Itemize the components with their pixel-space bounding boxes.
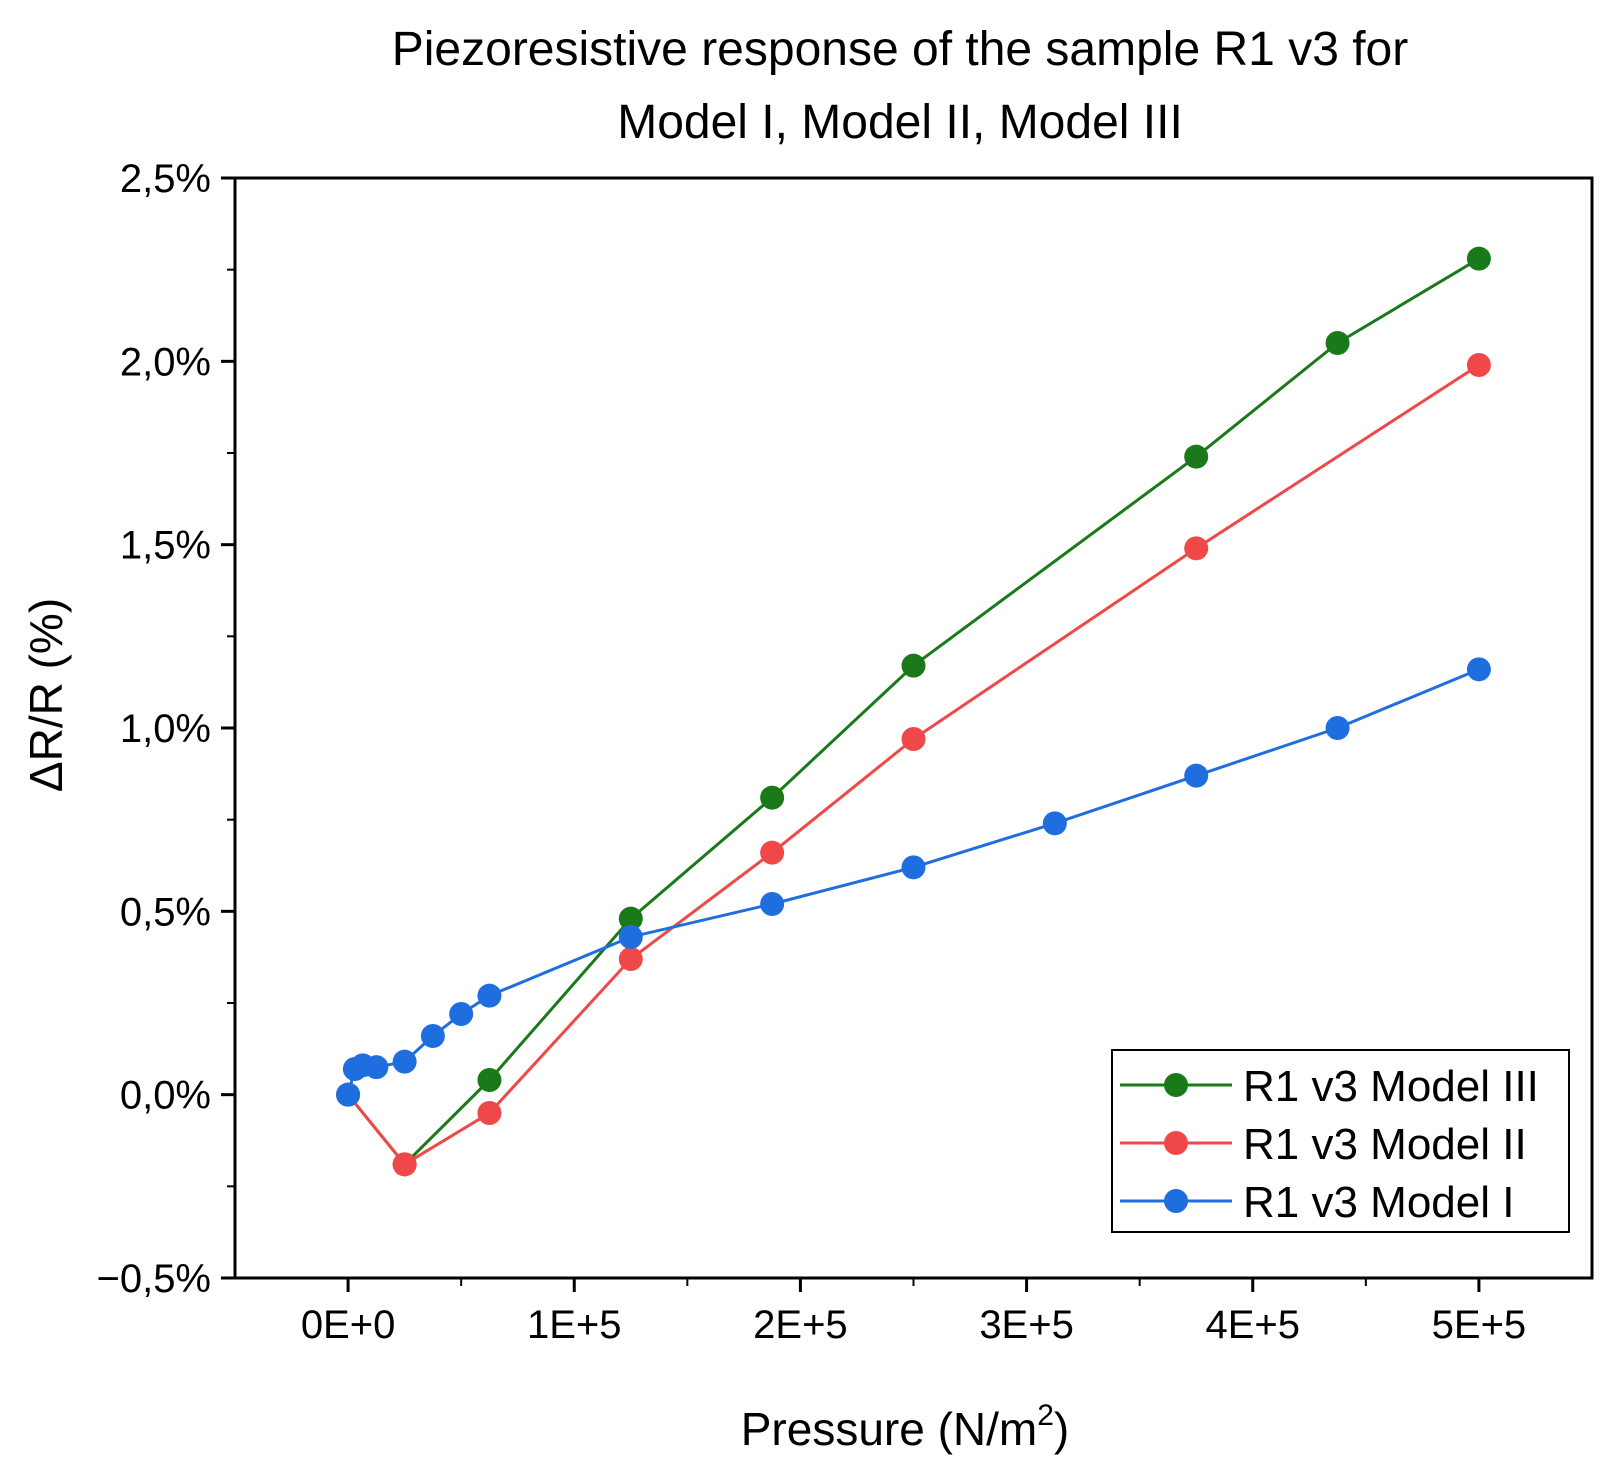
y-tick-label: 2,5% [120, 157, 211, 201]
data-point-r1-v3-model-ii [1184, 536, 1209, 561]
data-point-r1-v3-model-i [420, 1024, 445, 1048]
data-point-r1-v3-model-iii [901, 653, 926, 678]
x-tick-label: 0E+0 [301, 1303, 396, 1347]
data-point-r1-v3-model-i [449, 1002, 474, 1026]
x-axis-label-superscript: 2 [1037, 1399, 1054, 1432]
legend-entry-model-i: R1 v3 Model I [1120, 1178, 1514, 1227]
data-point-r1-v3-model-i [1325, 716, 1350, 740]
x-axis-label-close: ) [1054, 1403, 1069, 1455]
series-line-r1-v3-model-ii [346, 363, 1480, 1166]
legend: R1 v3 Model III R1 v3 Model II R1 v3 Mod… [1111, 1049, 1570, 1233]
legend-label-model-iii: R1 v3 Model III [1243, 1062, 1539, 1111]
chart-title-line-2: Model I, Model II, Model III [617, 96, 1183, 149]
data-point-r1-v3-model-iii [477, 1068, 502, 1092]
y-tick-label: 0,5% [120, 890, 211, 934]
data-point-r1-v3-model-ii [901, 727, 926, 751]
y-tick-label: 2,0% [120, 340, 211, 384]
axes-layer: 0E+0 1E+5 2E+5 3E+5 4E+5 5E+5 −0,5% 0,0% 0,5% 1,0… [96, 157, 1594, 1347]
legend-marker-model-ii [1164, 1131, 1188, 1155]
y-tick-label: 1,5% [120, 524, 211, 568]
legend-marker-model-i [1164, 1189, 1188, 1213]
data-point-r1-v3-model-iii [1184, 444, 1209, 469]
x-axis-label: Pressure (N/m2) [741, 1399, 1070, 1455]
data-point-r1-v3-model-iii [760, 785, 785, 810]
legend-entry-model-ii: R1 v3 Model II [1120, 1120, 1527, 1169]
y-axis-label: ΔR/R (%) [20, 598, 72, 792]
x-tick-label: 2E+5 [753, 1303, 848, 1347]
data-point-r1-v3-model-ii [477, 1101, 502, 1125]
data-point-r1-v3-model-i [336, 1082, 361, 1107]
data-point-r1-v3-model-iii [1325, 331, 1350, 355]
x-tick-label: 4E+5 [1205, 1303, 1300, 1347]
series-layer [336, 246, 1491, 1177]
data-point-r1-v3-model-i [477, 983, 502, 1008]
series-r1-v3-model-i [336, 657, 1491, 1107]
legend-label-model-ii: R1 v3 Model II [1243, 1120, 1527, 1169]
data-point-r1-v3-model-i [1184, 763, 1209, 788]
series-line-r1-v3-model-iii [346, 257, 1480, 1166]
data-point-r1-v3-model-iii [1466, 246, 1491, 271]
data-point-r1-v3-model-i [364, 1055, 389, 1080]
data-point-r1-v3-model-ii [392, 1152, 417, 1177]
data-point-r1-v3-model-i [901, 855, 926, 880]
legend-label-model-i: R1 v3 Model I [1243, 1178, 1514, 1227]
y-tick-label: 0,0% [120, 1074, 211, 1118]
data-point-r1-v3-model-ii [1466, 353, 1491, 377]
chart-title-line-1: Piezoresistive response of the sample R1… [392, 23, 1409, 76]
data-point-r1-v3-model-i [1042, 811, 1067, 836]
x-axis-label-main: Pressure (N/m [741, 1403, 1037, 1455]
x-tick-label: 5E+5 [1432, 1303, 1527, 1347]
legend-marker-model-iii [1164, 1073, 1188, 1097]
series-r1-v3-model-iii [336, 246, 1491, 1177]
legend-entry-model-iii: R1 v3 Model III [1120, 1062, 1539, 1111]
data-point-r1-v3-model-i [618, 925, 643, 949]
x-tick-label: 3E+5 [979, 1303, 1074, 1347]
x-tick-label: 1E+5 [527, 1303, 622, 1347]
data-point-r1-v3-model-iii [618, 906, 643, 931]
y-tick-label: −0,5% [96, 1257, 211, 1301]
data-point-r1-v3-model-i [1466, 657, 1491, 682]
data-point-r1-v3-model-i [760, 892, 785, 916]
y-tick-label: 1,0% [120, 707, 211, 751]
data-point-r1-v3-model-ii [760, 840, 785, 865]
data-point-r1-v3-model-i [392, 1049, 417, 1074]
data-point-r1-v3-model-ii [618, 947, 643, 971]
